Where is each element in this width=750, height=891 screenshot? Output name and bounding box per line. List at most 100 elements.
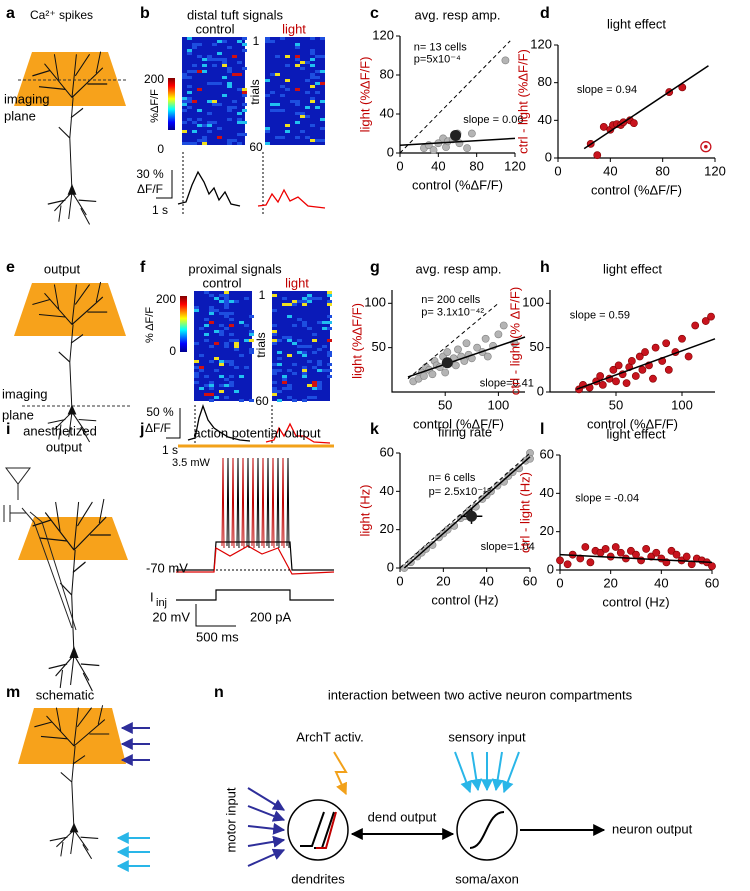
heatmap-cell — [202, 142, 207, 145]
heatmap-cell — [312, 339, 317, 342]
heatmap-cell — [212, 58, 217, 61]
heatmap-cell — [310, 58, 315, 61]
heatmap-cell — [234, 300, 239, 303]
y-tick-label: 40 — [380, 105, 394, 120]
heatmap-cell — [272, 333, 277, 336]
heatmap-cell — [214, 357, 219, 360]
heatmap-cell — [327, 339, 332, 342]
io-curve — [316, 811, 337, 849]
heatmap-cell — [204, 393, 209, 396]
heatmap-cell — [229, 339, 234, 342]
heatmap-cell — [217, 82, 222, 85]
point — [635, 352, 644, 361]
heatmap-cell — [285, 64, 290, 67]
heatmap-cell — [249, 348, 254, 351]
heatmap-cell — [295, 136, 300, 139]
heatmap-cell — [287, 384, 292, 387]
heatmap-cell — [222, 40, 227, 43]
heatmap-cell — [249, 333, 254, 336]
heatmap-cell — [197, 109, 202, 112]
heatmap-cell — [317, 384, 322, 387]
heatmap-cell — [285, 124, 290, 127]
heatmap-cell — [194, 342, 199, 345]
label: imaging — [4, 91, 50, 106]
heatmap-cell — [282, 297, 287, 300]
panel-label: h — [540, 259, 550, 276]
heatmap-cell — [227, 46, 232, 49]
heatmap-cell — [187, 70, 192, 73]
heatmap-cell — [282, 387, 287, 390]
heatmap-cell — [182, 73, 187, 76]
point — [483, 352, 492, 361]
heatmap-cell — [187, 49, 192, 52]
label: dend output — [368, 809, 437, 824]
heatmap-cell — [272, 393, 277, 396]
y-tick-label: 20 — [380, 521, 394, 536]
panel-label: j — [139, 421, 144, 438]
y-tick-label: 120 — [530, 36, 552, 51]
label: trials — [254, 332, 268, 357]
label: 500 ms — [196, 629, 239, 644]
heatmap-cell — [234, 390, 239, 393]
heatmap-cell — [194, 306, 199, 309]
chart-title: avg. resp amp. — [416, 261, 502, 276]
heatmap-cell — [282, 375, 287, 378]
heatmap-cell — [277, 390, 282, 393]
heatmap-cell — [295, 88, 300, 91]
heatmap-cell — [227, 109, 232, 112]
heatmap-cell — [292, 399, 297, 402]
heatmap-cell — [302, 375, 307, 378]
heatmap-cell — [229, 312, 234, 315]
heatmap-cell — [302, 369, 307, 372]
heatmap-cell — [292, 372, 297, 375]
spike — [281, 457, 285, 549]
heatmap-cell — [182, 76, 187, 79]
panel-label: l — [540, 421, 544, 438]
heatmap-cell — [287, 303, 292, 306]
heatmap-cell — [222, 58, 227, 61]
heatmap-cell — [194, 309, 199, 312]
fit-line — [576, 338, 716, 391]
heatmap-cell — [317, 387, 322, 390]
panel-label: g — [370, 259, 380, 276]
heatmap — [272, 291, 332, 402]
label: soma/axon — [455, 871, 519, 886]
label: 0 — [157, 142, 164, 156]
heatmap-cell — [327, 321, 332, 324]
heatmap-cell — [244, 339, 249, 342]
heatmap-cell — [249, 351, 254, 354]
input-arrows — [116, 832, 150, 872]
heatmap-cell — [295, 112, 300, 115]
point — [629, 119, 638, 128]
heatmap-cell — [234, 366, 239, 369]
heatmap-cell — [327, 300, 332, 303]
label: 200 — [156, 292, 176, 306]
heatmap-cell — [307, 396, 312, 399]
heatmap-cell — [224, 384, 229, 387]
heatmap-cell — [182, 142, 187, 145]
identity-line — [407, 302, 499, 380]
x-tick-label: 100 — [671, 397, 693, 412]
heatmap-cell — [277, 399, 282, 402]
heatmap-cell — [227, 85, 232, 88]
y-tick-label: 0 — [387, 144, 394, 159]
heatmap-cell — [209, 381, 214, 384]
heatmap-cell — [239, 399, 244, 402]
x-tick-label: 40 — [479, 573, 493, 588]
heatmap-cell — [212, 103, 217, 106]
x-tick-label: 0 — [396, 573, 403, 588]
heatmap-cell — [242, 88, 247, 91]
heatmap-cell — [300, 115, 305, 118]
heatmap-cell — [202, 70, 207, 73]
panel-label: i — [6, 421, 10, 438]
heatmap-cell — [275, 55, 280, 58]
panel-title: proximal signals — [188, 261, 282, 276]
heatmap-cell — [207, 121, 212, 124]
label: ΔF/F — [145, 421, 171, 435]
label: -70 mV — [146, 560, 188, 575]
heatmap-cell — [237, 118, 242, 121]
heatmap-cell — [224, 360, 229, 363]
panel-title: interaction between two active neuron co… — [328, 687, 633, 702]
heatmap-cell — [242, 94, 247, 97]
heatmap-cell — [224, 315, 229, 318]
